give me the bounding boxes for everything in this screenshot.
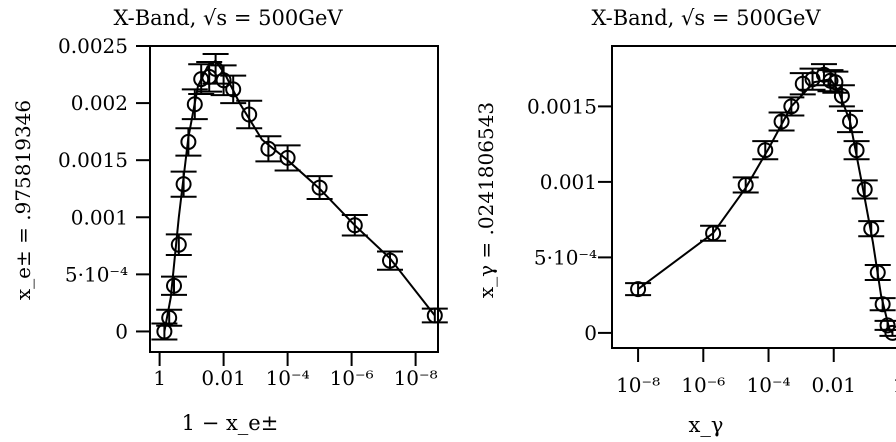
point-marker	[848, 142, 865, 159]
left-data-point	[175, 127, 202, 157]
right-fit-curve	[637, 78, 894, 334]
left-data-point	[421, 307, 448, 324]
right-x-tick-label: 10⁻⁸	[616, 373, 660, 397]
left-y-tick-label: 0.0025	[58, 34, 128, 58]
point-marker	[175, 176, 192, 193]
right-x-tick-label: 0.01	[811, 373, 856, 397]
right-data-point	[828, 84, 855, 108]
left-data-point	[377, 250, 403, 271]
left-x-axis-label: 1 − x_e±	[182, 411, 279, 435]
point-marker	[382, 252, 398, 269]
point-marker	[426, 307, 443, 324]
left-y-tick-label: 0	[115, 319, 128, 343]
point-marker	[161, 309, 178, 326]
right-data-point	[700, 224, 727, 242]
point-marker	[186, 96, 203, 113]
right-data-point	[869, 296, 896, 313]
right-data-points	[625, 63, 896, 341]
left-y-tick-label: 0.0015	[58, 148, 128, 172]
left-data-point	[341, 213, 368, 237]
point-marker	[215, 72, 232, 89]
right-data-point	[851, 179, 878, 200]
point-marker	[346, 217, 363, 234]
point-marker	[833, 87, 850, 104]
point-marker	[225, 81, 242, 98]
point-marker	[166, 277, 182, 294]
right-y-tick-label: 0	[584, 321, 597, 345]
left-y-axis-label: x_e± = .975819346	[11, 100, 35, 300]
point-marker	[241, 106, 258, 123]
left-fit-curve	[163, 59, 436, 332]
left-data-point	[170, 170, 197, 198]
left-data-points	[151, 52, 448, 341]
right-data-point	[879, 324, 896, 341]
left-data-point	[165, 233, 192, 256]
point-marker	[180, 133, 197, 150]
left-x-tick-label: 0.01	[201, 366, 246, 390]
right-data-point	[858, 220, 885, 238]
right-y-tick-label: 0.001	[540, 170, 597, 194]
point-marker	[260, 140, 277, 157]
right-x-tick-label: 10⁻⁴	[747, 373, 791, 397]
right-data-point	[625, 281, 652, 298]
point-marker	[757, 142, 774, 159]
left-plot-frame	[149, 45, 439, 353]
point-marker	[856, 181, 873, 198]
point-marker	[874, 296, 891, 313]
left-x-ticks: 1 0.01 10⁻⁴ 10⁻⁶ 10⁻⁸	[153, 352, 438, 390]
point-marker	[279, 149, 296, 166]
right-data-point	[864, 263, 891, 282]
left-y-ticks: 0 5·10⁻⁴ 0.001 0.0015 0.002 0.0025	[58, 34, 150, 343]
right-data-point	[843, 140, 870, 161]
point-marker	[737, 176, 754, 193]
left-chart-panel: X-Band, √s = 500GeV 1 0.01 10⁻⁴ 10⁻⁶ 10⁻⁸ 0 5…	[11, 6, 448, 435]
left-data-point	[306, 175, 333, 200]
point-marker	[311, 179, 328, 196]
left-data-point	[236, 99, 263, 130]
right-y-axis-label: x_γ = .0241806543	[474, 102, 498, 298]
point-marker	[705, 225, 722, 242]
left-data-point	[274, 144, 301, 172]
point-marker	[869, 264, 886, 281]
right-y-tick-label: 0.0015	[527, 94, 597, 118]
right-data-point	[752, 140, 779, 161]
left-data-point	[156, 308, 183, 327]
point-marker	[884, 324, 896, 341]
left-y-tick-label: 0.002	[71, 91, 128, 115]
left-x-tick-label: 10⁻⁶	[330, 366, 374, 390]
right-x-tick-label: 1	[893, 373, 896, 397]
right-data-point	[778, 96, 805, 117]
right-x-axis-label: x_γ	[689, 413, 724, 437]
point-marker	[827, 74, 844, 91]
left-data-point	[220, 74, 247, 105]
point-marker	[630, 281, 647, 298]
right-chart-panel: X-Band, √s = 500GeV 10⁻⁸ 10⁻⁶ 10⁻⁴ 0.01 1 0 5…	[474, 6, 896, 437]
right-data-point	[799, 67, 826, 91]
point-marker	[156, 323, 173, 340]
left-x-tick-label: 1	[153, 366, 166, 390]
left-y-tick-label: 0.001	[71, 205, 128, 229]
right-plot-frame	[611, 45, 896, 349]
point-marker	[842, 113, 859, 130]
point-marker	[170, 236, 187, 253]
left-x-tick-label: 10⁻⁸	[394, 366, 438, 390]
left-x-tick-label: 10⁻⁴	[266, 366, 310, 390]
right-chart-title: X-Band, √s = 500GeV	[591, 6, 821, 30]
right-y-tick-label: 5·10⁻⁴	[534, 245, 597, 269]
point-marker	[783, 98, 800, 115]
right-data-point	[837, 109, 864, 134]
right-x-ticks: 10⁻⁸ 10⁻⁶ 10⁻⁴ 0.01 1	[616, 348, 896, 397]
right-y-ticks: 0 5·10⁻⁴ 0.001 0.0015	[527, 94, 612, 345]
left-data-point	[161, 275, 187, 296]
right-x-tick-label: 10⁻⁶	[681, 373, 725, 397]
left-chart-title: X-Band, √s = 500GeV	[113, 6, 343, 30]
left-data-point	[255, 135, 282, 163]
right-data-point	[732, 176, 759, 194]
point-marker	[863, 220, 880, 237]
left-y-tick-label: 5·10⁻⁴	[65, 262, 128, 286]
